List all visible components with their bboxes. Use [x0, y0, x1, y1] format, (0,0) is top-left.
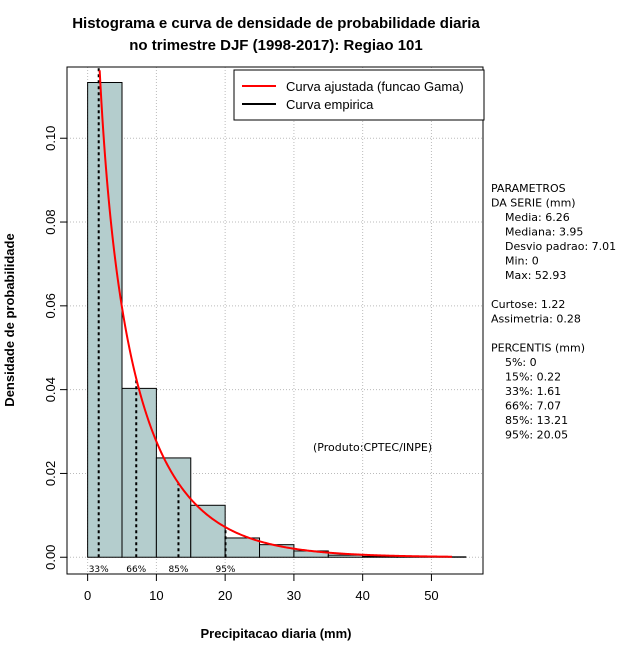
histogram-bar-4: [224, 537, 261, 558]
legend-label-empirical: Curva empirica: [286, 97, 374, 112]
stats-line-17: 95%: 20.05: [491, 429, 568, 442]
y-tick-label-3: 0.06: [43, 293, 58, 318]
y-tick-label-2: 0.04: [43, 377, 58, 402]
percentile-label-0: 33%: [89, 565, 109, 575]
legend-box: [233, 69, 485, 121]
stats-line-5: Min: 0: [491, 255, 539, 268]
stats-line-9: Assimetria: 0.28: [491, 313, 581, 326]
fitted-curve-group: [98, 70, 453, 558]
fitted-gamma-curve: [98, 70, 453, 558]
stats-line-2: Media: 6.26: [491, 211, 570, 224]
x-tick-label-5: 50: [424, 588, 438, 603]
y-tick-label-5: 0.10: [43, 126, 58, 151]
stats-line-11: PERCENTIS (mm): [491, 342, 585, 355]
x-tick-label-4: 40: [355, 588, 369, 603]
stats-line-15: 66%: 7.07: [491, 400, 561, 413]
stats-line-0: PARAMETROS: [491, 182, 566, 195]
chart-title: Histograma e curva de densidade de proba…: [72, 15, 480, 32]
stats-line-8: Curtose: 1.22: [491, 298, 565, 311]
legend: Curva ajustada (funcao Gama) Curva empir…: [233, 69, 485, 121]
x-axis-label: Precipitacao diaria (mm): [201, 626, 352, 641]
x-axis: 0 10 20 30 40 50: [84, 573, 439, 603]
histogram-bars: [87, 82, 467, 558]
percentile-label-3: 95%: [215, 565, 235, 575]
stats-line-13: 15%: 0.22: [491, 371, 561, 384]
histogram-bar-3: [190, 504, 226, 558]
x-tick-label-2: 20: [218, 588, 232, 603]
percentile-markers: 33% 66% 85% 95%: [89, 67, 236, 575]
chart-subtitle: no trimestre DJF (1998-2017): Regiao 101: [129, 37, 422, 54]
stats-line-4: Desvio padrao: 7.01: [491, 240, 616, 253]
histogram-bar-1: [121, 387, 157, 558]
y-tick-label-0: 0.00: [43, 545, 58, 570]
legend-label-fitted: Curva ajustada (funcao Gama): [286, 79, 464, 94]
x-tick-label-3: 30: [287, 588, 301, 603]
histogram-bar-2: [155, 457, 192, 558]
percentile-label-2: 85%: [168, 565, 188, 575]
series-parameters-panel: PARAMETROS DA SERIE (mm) Media: 6.26 Medi…: [491, 182, 616, 442]
percentile-label-1: 66%: [126, 565, 146, 575]
stats-line-1: DA SERIE (mm): [491, 197, 576, 210]
stats-line-16: 85%: 13.21: [491, 414, 568, 427]
x-tick-label-0: 0: [84, 588, 91, 603]
y-axis: 0.00 0.02 0.04 0.06 0.08 0.10: [43, 126, 68, 570]
source-annotation: (Produto:CPTEC/INPE): [313, 441, 432, 454]
stats-line-3: Mediana: 3.95: [491, 226, 583, 239]
y-tick-label-1: 0.02: [43, 461, 58, 486]
y-axis-label: Densidade de probabilidade: [2, 233, 17, 406]
stats-line-14: 33%: 1.61: [491, 385, 561, 398]
y-tick-label-4: 0.08: [43, 209, 58, 234]
stats-line-12: 5%: 0: [491, 356, 537, 369]
stats-line-6: Max: 52.93: [491, 269, 566, 282]
x-tick-label-1: 10: [149, 588, 163, 603]
